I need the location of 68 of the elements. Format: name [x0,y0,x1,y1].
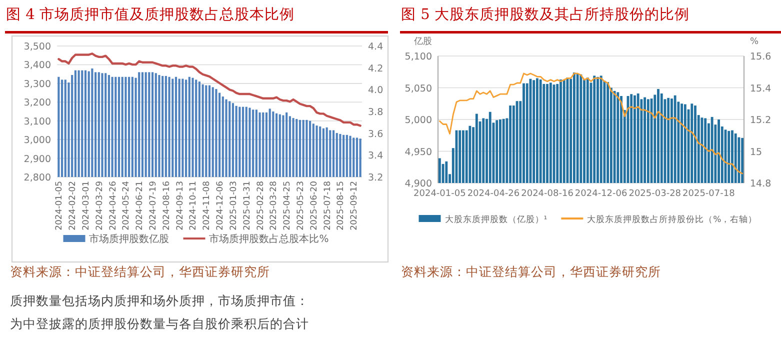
x-tick-label: 2025-08-15 [336,181,346,230]
y-tick-label: 3,300 [24,78,51,90]
y2-tick-label: 15 [750,146,762,158]
legend-label: 市场质押股数亿股 [89,233,170,245]
x-tick-label: 2025-07-18 [682,189,736,199]
y-tick-label: 5,000 [404,115,432,126]
y2-tick-label: 15.2 [750,115,772,126]
x-tick-label: 2025-03-28 [628,189,682,199]
text: 资料来源：中证登结算公司，华西证券研究所 [401,264,661,279]
y-tick-label: 3,000 [24,135,51,146]
x-tick-label: 2024-02-02 [68,181,78,230]
y-tick-label: 4,900 [404,178,432,190]
y-tick-label: 4,950 [404,146,432,158]
y2-tick-label: 4.4 [368,42,384,52]
y-tick-label: 2,900 [24,154,51,165]
x-tick-label: 2024-06-21 [135,181,146,230]
text: 质押数量包括场内质押和场外质押，市场质押市值： [10,293,309,308]
y2-tick-label: 15.6 [750,52,772,62]
text: 为中登披露的质押股份数量与各自股价乘积后的合计 [10,316,309,331]
y2-tick-label: 3.8 [368,107,384,118]
x-tick-label: 2024-08-16 [521,189,574,199]
x-tick-label: 2025-02-28 [256,181,266,230]
y2-tick-label: 15.4 [750,83,772,94]
x-tick-label: 2024-12-06 [574,189,628,199]
x-tick-label: 2024-04-26 [467,189,520,199]
y-tick-label: 3,500 [24,42,51,52]
legend-label: 大股东质押股数占所持股份比（%，右轴） [587,214,758,225]
y-tick-label: 3,100 [24,116,51,128]
y2-tick-label: 14.8 [750,178,772,190]
chart-title: 图 4 市场质押市值及质押股数占总股本比例 [6,6,294,23]
x-tick-label: 2025-06-20 [309,181,320,230]
x-tick-label: 2024-12-06 [216,181,226,230]
x-tick-label: 2024-09-13 [175,181,186,230]
y2-tick-label: 4.0 [368,85,384,96]
legend-label: 市场质押股数占总股本比% [209,233,329,245]
x-tick-label: 2024-03-29 [94,181,105,230]
y-tick-label: 5,100 [404,52,432,62]
x-tick-label: 2025-05-23 [296,181,306,230]
y2-tick-label: 3.4 [368,150,384,162]
x-tick-label: 2024-01-05 [54,181,65,230]
y2-tick-label: 3.2 [368,172,384,184]
y-tick-label: 2,800 [24,172,51,184]
y-axis-title: 亿股 [413,36,432,47]
y-tick-label: 3,200 [24,98,51,109]
x-tick-label: 2024-11-08 [202,181,212,230]
y2-tick-label: 3.6 [368,128,384,140]
x-tick-label: 2024-08-16 [162,181,172,230]
y2-axis-title: % [750,37,759,47]
y-tick-label: 5,050 [404,83,432,94]
x-tick-label: 2024-10-11 [188,181,199,230]
x-tick-label: 2025-01-31 [242,181,252,230]
x-tick-label: 2025-07-18 [322,181,333,230]
x-tick-label: 2024-04-26 [108,181,118,230]
line-series [438,72,744,174]
y-tick-label: 3,400 [24,60,51,72]
x-tick-label: 2024-01-05 [414,189,466,199]
legend-label: 大股东质押股数（亿股）¹ [444,214,548,225]
x-tick-label: 2025-04-25 [282,181,293,230]
x-tick-label: 2024-07-19 [148,181,159,230]
y2-tick-label: 4.2 [368,63,384,74]
x-tick-label: 2024-05-24 [122,181,132,230]
x-tick-label: 2025-03-28 [269,181,280,230]
text: 资料来源：中证登结算公司，华西证券研究所 [10,264,270,279]
chart-title: 图 5 大股东质押股数及其占所持股份的比例 [401,6,690,23]
x-tick-label: 2024-03-01 [81,181,92,230]
line-series [58,52,362,127]
x-tick-label: 2025-09-12 [350,181,360,230]
x-tick-label: 2025-01-03 [228,181,239,230]
